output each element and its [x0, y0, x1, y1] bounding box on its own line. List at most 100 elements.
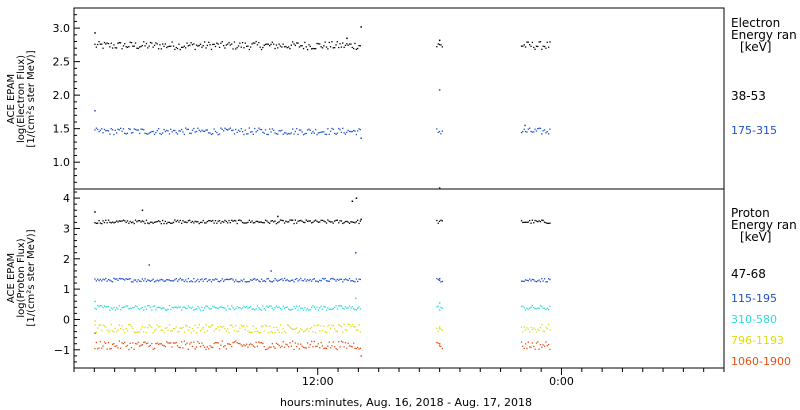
proton-data-point — [522, 221, 524, 224]
proton-data-point — [185, 221, 187, 223]
electron-data-point — [121, 48, 123, 50]
electron-data-point — [336, 132, 338, 134]
proton-data-point — [178, 221, 180, 223]
electron-data-point — [306, 129, 309, 131]
electron-data-point — [122, 45, 125, 47]
proton-data-point — [273, 280, 275, 282]
electron-data-point — [529, 44, 531, 46]
proton-data-point — [263, 222, 265, 224]
proton-data-point — [437, 305, 439, 307]
proton-data-point — [204, 331, 206, 333]
electron-data-point — [218, 133, 221, 135]
proton-data-point — [273, 309, 275, 311]
proton-data-point — [193, 222, 195, 224]
proton-data-point — [438, 343, 441, 345]
proton-data-point — [520, 341, 523, 343]
proton-data-point — [126, 344, 129, 347]
proton-data-point — [346, 307, 348, 309]
proton-ylabel-line3: [1/(cm²s ster MeV)] — [26, 229, 37, 326]
proton-data-point — [520, 220, 523, 222]
proton-data-point — [158, 280, 160, 282]
electron-data-point — [141, 128, 143, 130]
proton-data-point — [210, 308, 213, 310]
proton-data-point — [535, 331, 538, 333]
electron-data-point — [274, 132, 276, 134]
proton-data-point — [189, 326, 191, 329]
proton-data-point — [174, 306, 176, 308]
proton-data-point — [267, 277, 269, 280]
proton-data-point — [329, 221, 332, 223]
proton-data-point — [301, 279, 303, 282]
proton-data-point — [162, 279, 164, 281]
electron-data-point — [168, 45, 171, 47]
electron-data-points — [94, 26, 551, 189]
proton-data-point — [255, 327, 257, 329]
proton-data-point — [350, 280, 352, 282]
proton-data-point — [162, 344, 164, 346]
proton-data-point — [141, 209, 144, 212]
proton-data-point — [244, 306, 246, 309]
electron-data-point — [285, 132, 287, 134]
proton-data-point — [311, 340, 313, 343]
proton-data-point — [132, 342, 134, 344]
proton-data-point — [319, 307, 321, 309]
proton-data-point — [216, 278, 218, 280]
proton-data-point — [252, 222, 254, 224]
proton-data-point — [267, 306, 269, 308]
proton-data-point — [529, 278, 531, 280]
proton-data-point — [259, 331, 261, 334]
proton-data-point — [117, 279, 119, 281]
proton-data-point — [346, 279, 348, 281]
proton-data-point — [145, 308, 148, 310]
proton-data-point — [227, 328, 229, 330]
proton-data-point — [202, 344, 204, 347]
proton-data-point — [256, 345, 259, 347]
proton-data-point — [139, 345, 141, 347]
proton-data-point — [269, 280, 271, 282]
proton-data-point — [139, 308, 141, 311]
electron-data-point — [194, 131, 196, 133]
proton-data-point — [130, 281, 133, 283]
electron-data-point — [438, 187, 441, 189]
proton-data-point — [340, 326, 343, 328]
proton-data-point — [118, 305, 120, 307]
electron-data-point — [153, 44, 156, 46]
proton-data-point — [358, 222, 360, 225]
proton-data-point — [105, 342, 107, 344]
electron-data-point — [281, 129, 283, 131]
electron-data-point — [328, 133, 330, 135]
electron-data-point — [321, 131, 324, 133]
proton-data-point — [342, 222, 344, 225]
proton-data-point — [279, 307, 282, 309]
electron-data-point — [160, 133, 162, 136]
proton-data-point — [147, 305, 149, 307]
proton-data-point — [281, 345, 283, 347]
electron-data-point — [534, 48, 536, 50]
electron-data-point — [151, 42, 153, 44]
electron-data-point — [537, 45, 539, 48]
proton-data-point — [223, 346, 225, 348]
electron-data-point — [223, 45, 225, 47]
proton-data-point — [285, 306, 287, 308]
proton-data-point — [175, 326, 177, 328]
proton-data-point — [221, 306, 223, 309]
electron-data-point — [246, 133, 248, 135]
proton-data-point — [526, 307, 528, 310]
proton-data-point — [294, 278, 296, 281]
proton-data-point — [94, 307, 96, 309]
proton-data-point — [537, 280, 539, 282]
proton-data-point — [339, 220, 341, 222]
proton-data-point — [277, 329, 279, 331]
proton-data-point — [269, 325, 271, 327]
proton-data-point — [351, 306, 353, 308]
electron-data-point — [164, 130, 166, 133]
proton-data-point — [335, 305, 337, 307]
electron-data-point — [541, 48, 543, 50]
proton-data-point — [346, 220, 348, 223]
proton-data-point — [346, 329, 348, 332]
proton-data-point — [212, 279, 214, 281]
electron-data-point — [329, 130, 332, 132]
proton-data-point — [534, 348, 536, 350]
electron-data-point — [331, 41, 333, 43]
proton-data-point — [539, 305, 542, 307]
